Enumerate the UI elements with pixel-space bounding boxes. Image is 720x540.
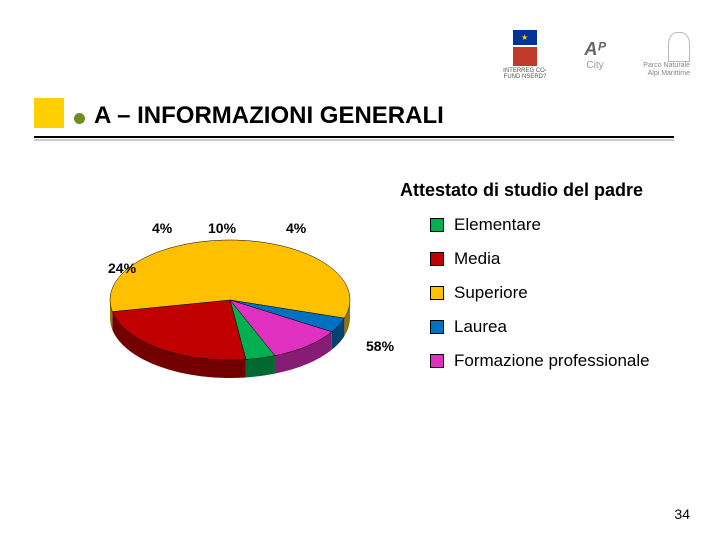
legend-label: Media <box>454 249 500 269</box>
pie-chart: 4%24%58%4%10% <box>60 210 360 410</box>
title-underline <box>34 136 674 138</box>
legend-item: Superiore <box>430 283 650 303</box>
title-accent-square <box>34 98 64 128</box>
region-icon <box>513 47 537 66</box>
city-logo: Aᴾ City <box>570 30 620 80</box>
page-number: 34 <box>674 506 690 522</box>
legend-item: Media <box>430 249 650 269</box>
legend-swatch <box>430 354 444 368</box>
logo-row: INTERREG CO-FUND NSERD? Aᴾ City Parco Na… <box>500 30 690 80</box>
city-logo-label: City <box>586 60 603 71</box>
title-underline-shadow <box>34 139 674 141</box>
title-bullet-icon <box>74 113 85 124</box>
city-logo-icon: Aᴾ <box>584 39 605 60</box>
legend-swatch <box>430 320 444 334</box>
legend-label: Elementare <box>454 215 541 235</box>
interreg-logo: INTERREG CO-FUND NSERD? <box>500 30 550 80</box>
pie-pct-label: 4% <box>286 220 306 236</box>
legend-item: Laurea <box>430 317 650 337</box>
legend-label: Laurea <box>454 317 507 337</box>
parco-logo: Parco Naturale Alpi Marittime <box>640 30 690 80</box>
legend-item: Formazione professionale <box>430 351 650 371</box>
chart-subtitle: Attestato di studio del padre <box>400 180 643 201</box>
pie-pct-label: 10% <box>208 220 236 236</box>
eu-flag-icon <box>513 30 537 45</box>
interreg-text: INTERREG CO-FUND NSERD? <box>500 68 550 80</box>
legend: Elementare Media Superiore Laurea Formazione… <box>430 215 650 385</box>
legend-item: Elementare <box>430 215 650 235</box>
legend-label: Formazione professionale <box>454 351 650 371</box>
pie-pct-label: 24% <box>108 260 136 276</box>
pie-pct-label: 4% <box>152 220 172 236</box>
legend-label: Superiore <box>454 283 528 303</box>
pie-pct-label: 58% <box>366 338 394 354</box>
pie-svg <box>60 210 400 410</box>
page-title: A – INFORMAZIONI GENERALI <box>94 102 444 130</box>
legend-swatch <box>430 218 444 232</box>
legend-swatch <box>430 252 444 266</box>
legend-swatch <box>430 286 444 300</box>
parco-icon <box>668 32 690 62</box>
parco-text: Parco Naturale Alpi Marittime <box>640 62 690 79</box>
